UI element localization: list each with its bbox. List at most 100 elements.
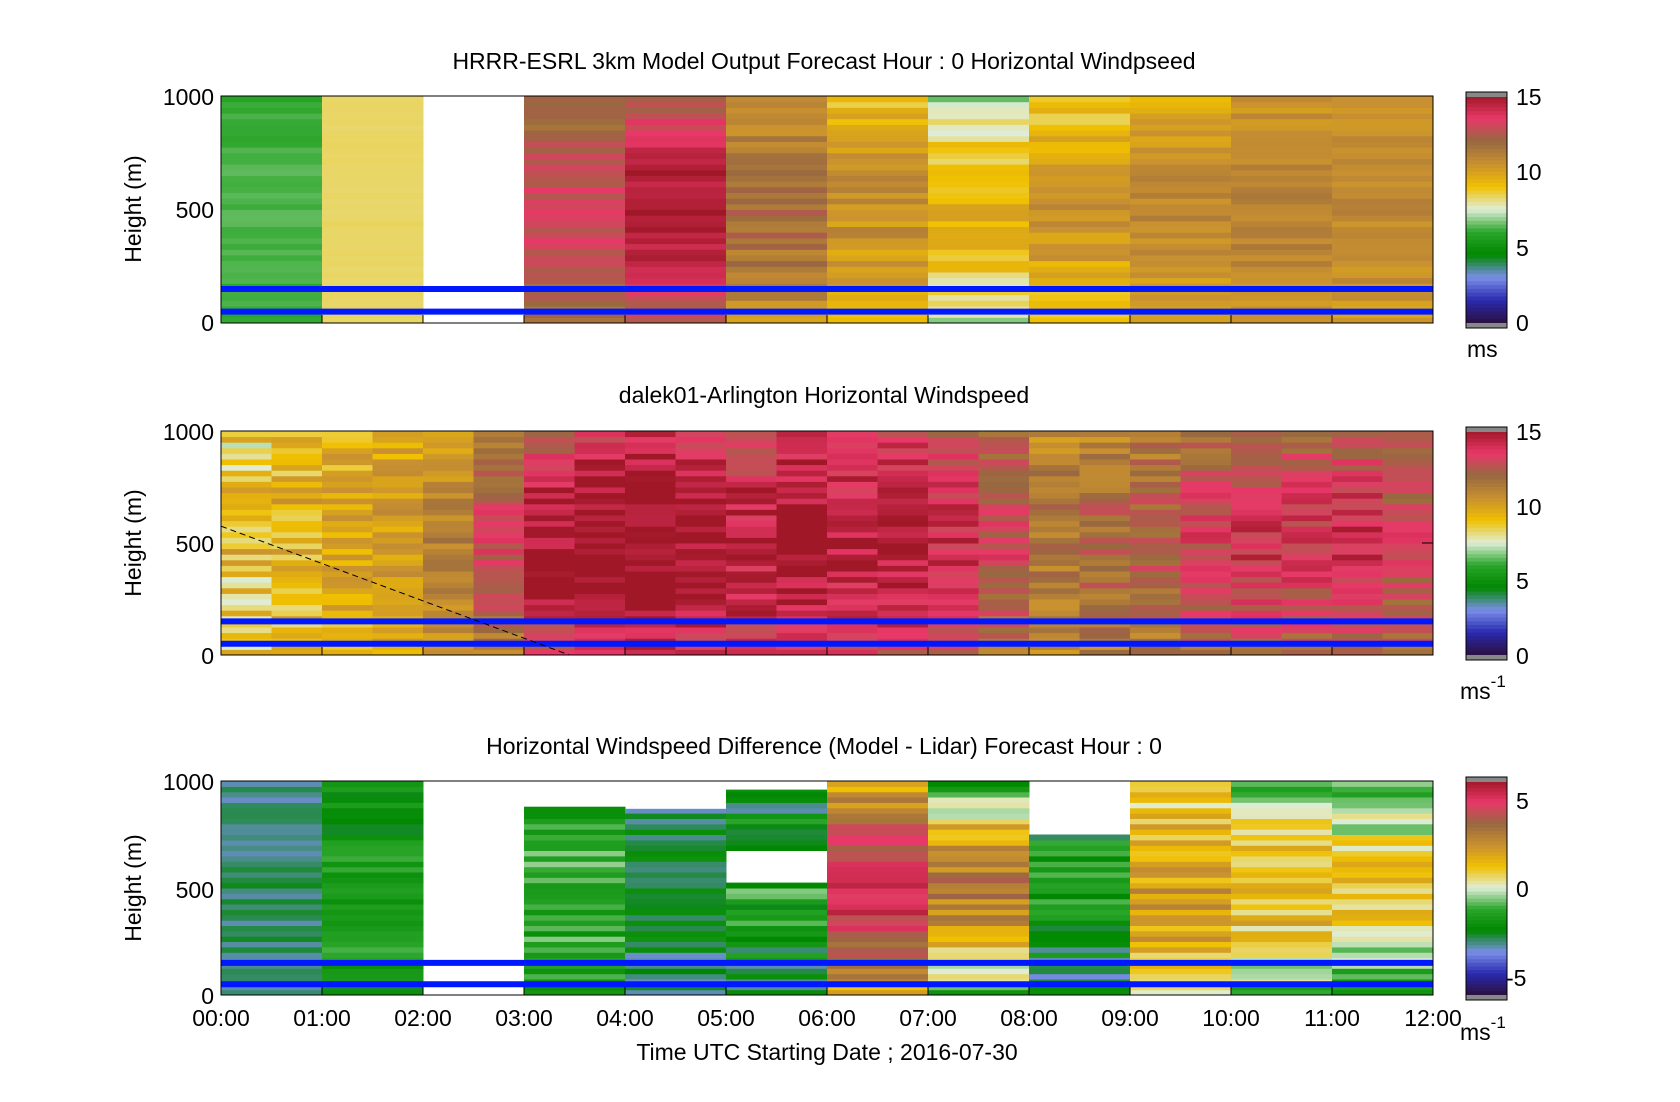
heatmap-cell [726, 311, 828, 318]
heatmap-cell [625, 952, 727, 958]
heatmap-cell [726, 101, 828, 108]
heatmap-cell [271, 621, 323, 628]
heatmap-cell [524, 492, 575, 499]
heatmap-cell [978, 447, 1030, 454]
heatmap-cell [625, 548, 676, 555]
heatmap-cell [221, 509, 272, 516]
heatmap-cell [675, 447, 727, 454]
heatmap-cell [827, 158, 929, 165]
heatmap-cell [978, 627, 1030, 634]
heatmap-cell [1130, 802, 1232, 809]
colorbar-segment [1466, 315, 1507, 320]
heatmap-cell [322, 520, 373, 527]
heatmap-cell [928, 237, 1030, 245]
heatmap-cell [524, 925, 626, 932]
colorbar-segment [1466, 905, 1507, 910]
y-tick-label: 0 [201, 983, 214, 1009]
heatmap-cell [271, 582, 323, 589]
heatmap-cell [221, 431, 272, 438]
heatmap-cell [221, 872, 323, 878]
panel-title: dalek01-Arlington Horizontal Windspeed [619, 382, 1029, 408]
heatmap-cell [1231, 571, 1282, 578]
colorbar-segment [1466, 99, 1507, 105]
colorbar-segment [1466, 859, 1507, 864]
heatmap-cell [827, 317, 929, 324]
heatmap-cell [1130, 277, 1232, 284]
heatmap-cell [675, 582, 727, 589]
heatmap-cell [574, 520, 626, 527]
heatmap-cell [675, 604, 727, 611]
heatmap-cell [1029, 96, 1131, 103]
heatmap-cell [1332, 599, 1383, 606]
heatmap-cell [726, 791, 828, 798]
colorbar-segment [1466, 827, 1507, 832]
panel-title: HRRR-ESRL 3km Model Output Forecast Hour… [452, 48, 1195, 74]
heatmap-cell [1180, 587, 1232, 594]
heatmap-cell [1382, 582, 1434, 589]
heatmap-cell [675, 436, 727, 443]
heatmap-cell [271, 531, 323, 538]
heatmap-cell [978, 492, 1030, 499]
heatmap-cell [625, 113, 727, 120]
heatmap-cell [524, 470, 575, 477]
heatmap-cell [271, 599, 323, 606]
heatmap-cell [322, 243, 424, 250]
heatmap-cell [625, 226, 727, 233]
heatmap-cell [1180, 492, 1232, 499]
heatmap-cell [1231, 141, 1333, 148]
heatmap-cell [625, 220, 727, 227]
colorbar-segment [1466, 948, 1507, 953]
heatmap-cell [271, 509, 323, 516]
colorbar-segment [1466, 923, 1507, 928]
heatmap-cell [928, 904, 1030, 910]
heatmap-cell [473, 548, 525, 555]
heatmap-cell [625, 559, 676, 566]
heatmap-cell [1180, 643, 1232, 650]
heatmap-cell [322, 169, 424, 176]
heatmap-cell [322, 855, 424, 862]
heatmap-cell [1332, 470, 1383, 477]
heatmap-cell [1130, 107, 1232, 114]
heatmap-cell [877, 548, 929, 555]
heatmap-cell [322, 442, 373, 449]
heatmap-cells [221, 431, 1434, 656]
heatmap-cell [827, 599, 878, 606]
heatmap-cell [827, 118, 929, 125]
heatmap-cell [1079, 464, 1131, 471]
heatmap-cell [928, 610, 979, 617]
heatmap-cell [524, 941, 626, 948]
heatmap-cell [524, 254, 626, 262]
heatmap-cell [322, 277, 424, 284]
heatmap-cell [827, 181, 929, 188]
heatmap-cell [1332, 621, 1383, 628]
heatmap-cell [625, 107, 727, 114]
heatmap-cell [423, 537, 474, 544]
heatmap-cell [1281, 447, 1333, 454]
heatmap-cell [675, 627, 727, 634]
heatmap-cell [221, 861, 323, 868]
colorbar [1465, 91, 1508, 329]
heatmap-cell [978, 587, 1030, 594]
heatmap-cell [1231, 118, 1333, 125]
heatmap-cell [1281, 599, 1333, 606]
heatmap-cell [1332, 220, 1434, 227]
heatmap-cell [776, 442, 828, 449]
heatmap-cell [1332, 464, 1383, 471]
heatmap-cell [1332, 649, 1383, 656]
x-ticks [220, 647, 1434, 655]
colorbar-segment [1466, 920, 1507, 925]
heatmap-cell [1281, 481, 1333, 488]
colorbar-segment [1466, 205, 1507, 211]
heatmap-cell [978, 436, 1030, 443]
heatmap-cell [473, 487, 525, 494]
heatmap-cell [978, 543, 1030, 550]
heatmap-cell [928, 576, 979, 583]
heatmap-cell [221, 877, 323, 884]
heatmap-cell [625, 158, 727, 165]
heatmap-cell [1130, 554, 1181, 561]
colorbar-segment [1466, 468, 1507, 473]
heatmap-cell [928, 226, 1030, 233]
heatmap-cell [574, 447, 626, 454]
heatmap-cell [1079, 531, 1131, 538]
colorbar-segment [1466, 118, 1507, 124]
